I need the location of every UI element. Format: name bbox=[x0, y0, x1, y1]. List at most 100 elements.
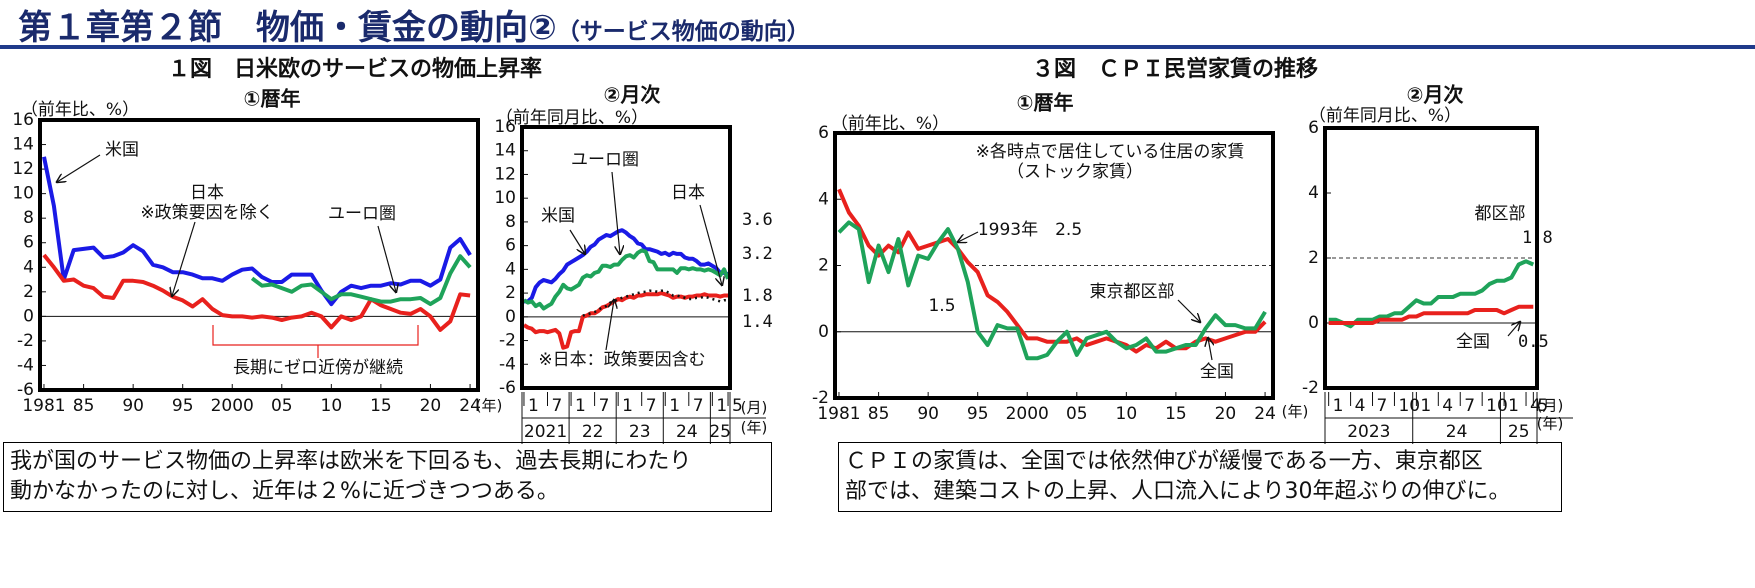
y-tick-label: 6 bbox=[818, 123, 829, 143]
note-line: 部では、建築コストの上昇、人口流入により30年超ぶりの伸びに。 bbox=[845, 479, 1511, 504]
year-label: 22 bbox=[582, 422, 604, 442]
value-label: 3.6 bbox=[742, 210, 773, 230]
x-tick-label: 1 bbox=[1420, 396, 1431, 416]
y-tick-label: 2 bbox=[505, 283, 516, 303]
year-label: 2021 bbox=[524, 422, 567, 442]
chart-title: ②月次 bbox=[1407, 83, 1464, 107]
x-tick-label: 05 bbox=[1066, 404, 1088, 424]
bracket bbox=[212, 325, 419, 358]
y-tick-label: 0 bbox=[505, 307, 516, 327]
year-unit: (年) bbox=[741, 419, 768, 437]
y-tick-label: 0 bbox=[1308, 313, 1319, 333]
x-tick-label: 1 bbox=[669, 396, 680, 416]
note-box: 我が国のサービス物価の上昇率は欧米を下回るも、過去長期にわたり 動かなかったのに対… bbox=[3, 442, 772, 512]
y-tick-label: 4 bbox=[23, 257, 34, 277]
series-line bbox=[42, 253, 471, 332]
y-tick-label: -4 bbox=[17, 355, 34, 375]
y-tick-label: 4 bbox=[818, 189, 829, 209]
series-line bbox=[250, 254, 472, 307]
annotation: ※政策要因を除く bbox=[140, 203, 273, 223]
figure-title: ３図 ＣＰＩ民営家賃の推移 bbox=[1032, 56, 1318, 82]
y-tick-label: -2 bbox=[1302, 378, 1319, 398]
note-line: 我が国のサービス物価の上昇率は欧米を下回るも、過去長期にわたり bbox=[10, 449, 692, 474]
x-tick-label: 4 bbox=[1355, 396, 1366, 416]
series-line bbox=[1328, 304, 1534, 325]
year-unit: (年) bbox=[1537, 415, 1564, 433]
note-box: ＣＰＩの家賃は、全国では依然伸びが緩慢である一方、東京都区部では、建築コストの上… bbox=[838, 442, 1562, 512]
y-tick-label: 14 bbox=[12, 135, 34, 155]
series-label: ユーロ圏 bbox=[328, 204, 396, 224]
x-tick-label: 7 bbox=[599, 396, 610, 416]
arrow bbox=[172, 221, 196, 296]
arrow bbox=[958, 231, 979, 242]
y-tick-label: -2 bbox=[812, 388, 829, 408]
x-tick-label: 7 bbox=[693, 396, 704, 416]
annotation: 1993年 2.5 bbox=[978, 220, 1082, 240]
year-label: 2023 bbox=[1347, 422, 1390, 442]
x-tick-label: 1981 bbox=[22, 396, 65, 416]
value-label: 1.8 bbox=[742, 286, 773, 306]
plot-frame bbox=[38, 118, 480, 392]
y-axis-label: （前年同月比、%） bbox=[496, 108, 648, 128]
x-tick-label: 24 bbox=[459, 396, 481, 416]
y-tick-label: -6 bbox=[17, 380, 34, 400]
chart-title: ①暦年 bbox=[1017, 91, 1074, 115]
series-label: 米国 bbox=[105, 140, 139, 160]
y-tick-label: 0 bbox=[23, 306, 34, 326]
arrow bbox=[569, 229, 585, 254]
x-tick-label: 1 bbox=[716, 396, 727, 416]
series-label: 全国 bbox=[1456, 332, 1490, 352]
y-tick-label: -2 bbox=[499, 331, 516, 351]
x-tick-label: 5 bbox=[732, 396, 743, 416]
x-tick-label: 1 bbox=[1508, 396, 1519, 416]
note-line: ＣＰＩの家賃は、全国では依然伸びが緩慢である一方、東京都区 bbox=[845, 449, 1483, 474]
series-label: ※日本：政策要因含む bbox=[538, 350, 705, 370]
y-tick-label: 8 bbox=[505, 212, 516, 232]
y-tick-label: 14 bbox=[494, 141, 516, 161]
x-unit: (年) bbox=[1282, 403, 1309, 421]
x-tick-label: 7 bbox=[1464, 396, 1475, 416]
annotation: 長期にゼロ近傍が継続 bbox=[233, 358, 403, 378]
y-tick-label: -6 bbox=[499, 378, 516, 398]
x-tick-label: 90 bbox=[122, 396, 144, 416]
chart-title: ②月次 bbox=[604, 83, 661, 107]
value-label: 1.4 bbox=[742, 312, 773, 332]
x-tick-label: 90 bbox=[917, 404, 939, 424]
x-tick-label: 85 bbox=[868, 404, 890, 424]
y-tick-label: 6 bbox=[23, 233, 34, 253]
y-axis-label: （前年比、%） bbox=[831, 114, 949, 134]
x-tick-label: 10 bbox=[1116, 404, 1138, 424]
y-tick-label: -2 bbox=[17, 331, 34, 351]
y-tick-label: 0 bbox=[818, 322, 829, 342]
y-tick-label: 6 bbox=[505, 236, 516, 256]
x-tick-label: 15 bbox=[370, 396, 392, 416]
x-tick-label: 20 bbox=[420, 396, 442, 416]
arrow bbox=[1177, 299, 1200, 322]
x-tick-label: 20 bbox=[1215, 404, 1237, 424]
arrow bbox=[1208, 338, 1212, 361]
plot-frame bbox=[1323, 126, 1539, 390]
series-line bbox=[837, 220, 1267, 361]
note-line: 動かなかったのに対し、近年は２%に近づきつつある。 bbox=[10, 479, 559, 504]
arrow bbox=[1507, 322, 1520, 337]
x-tick-label: 1 bbox=[575, 396, 586, 416]
x-tick-label: 10 bbox=[321, 396, 343, 416]
series-label: 東京都区部 bbox=[1090, 282, 1175, 302]
header: 第１章第２節 物価・賃金の動向②（サービス物価の動向） bbox=[18, 0, 810, 49]
series-label: 都区部 bbox=[1475, 204, 1526, 224]
series-label: 日本 bbox=[671, 183, 705, 203]
chart-title: ①暦年 bbox=[244, 87, 301, 111]
arrow bbox=[699, 204, 722, 285]
x-tick-label: 10 bbox=[1398, 396, 1420, 416]
x-tick-label: 1 bbox=[1333, 396, 1344, 416]
x-tick-label: 4 bbox=[1442, 396, 1453, 416]
annotation: 1.5 bbox=[928, 296, 955, 316]
arrow bbox=[57, 154, 101, 182]
y-tick-label: 4 bbox=[505, 259, 516, 279]
header-subtitle: （サービス物価の動向） bbox=[556, 19, 810, 45]
series-line bbox=[522, 248, 730, 311]
annotation: （ストック家賃） bbox=[1007, 162, 1143, 182]
series-line bbox=[524, 228, 729, 304]
x-tick-label: 7 bbox=[552, 396, 563, 416]
